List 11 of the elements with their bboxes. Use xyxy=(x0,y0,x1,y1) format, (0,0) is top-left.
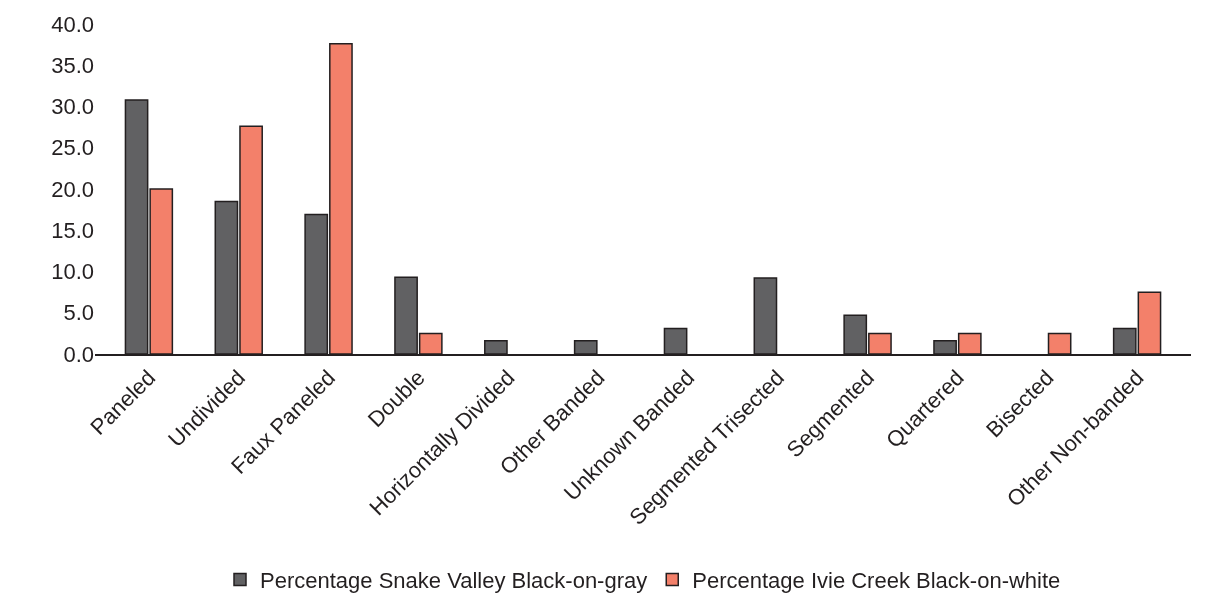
y-tick-label: 15.0 xyxy=(51,217,94,243)
legend-label: Percentage Snake Valley Black-on-gray xyxy=(260,567,648,593)
y-tick-label: 10.0 xyxy=(51,259,94,285)
y-tick-label: 25.0 xyxy=(51,135,94,161)
y-tick-label: 0.0 xyxy=(63,341,94,367)
y-tick-label: 5.0 xyxy=(63,300,94,326)
y-tick-label: 35.0 xyxy=(51,52,94,78)
legend-label: Percentage Ivie Creek Black-on-white xyxy=(692,567,1061,593)
y-tick-label: 30.0 xyxy=(51,94,94,120)
y-tick-label: 40.0 xyxy=(51,11,94,37)
y-tick-label: 20.0 xyxy=(51,176,94,202)
